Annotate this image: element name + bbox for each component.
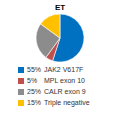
pie: [36, 14, 84, 62]
legend-value: 55%: [27, 66, 41, 73]
legend-label: CALR exon 9: [44, 88, 86, 95]
legend-value: 25%: [27, 88, 41, 95]
legend-swatch: [18, 67, 24, 73]
pie-slice: [41, 14, 60, 38]
legend-label: JAK2 V617F: [44, 66, 83, 73]
legend: 55%JAK2 V617F 5% MPL exon 1025%CALR exon 9…: [18, 66, 90, 107]
legend-value: 5%: [27, 77, 37, 84]
background: [0, 0, 120, 120]
chart-root: ET 55%JAK2 V617F 5% MPL exon 1025%CALR exon…: [0, 0, 120, 120]
legend-swatch: [18, 78, 24, 84]
legend-label: MPL exon 10: [44, 77, 85, 84]
legend-swatch: [18, 89, 24, 95]
title: ET: [55, 3, 65, 12]
legend-label: Triple negative: [44, 99, 90, 107]
legend-swatch: [18, 100, 24, 106]
legend-value: 15%: [27, 99, 41, 106]
